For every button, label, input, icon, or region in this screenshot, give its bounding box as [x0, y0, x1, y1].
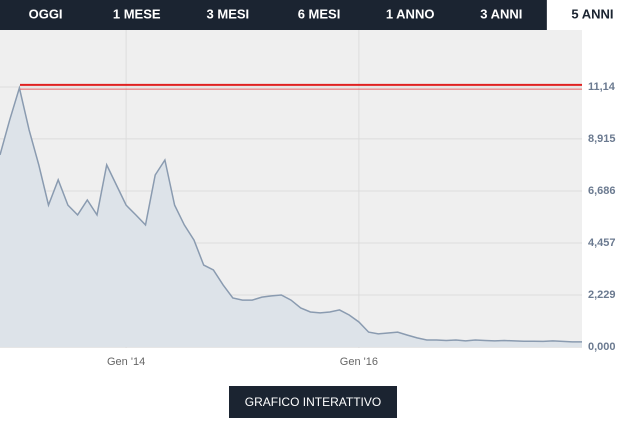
active-tab[interactable] [546, 0, 638, 30]
y-tick-label: 2,229 [588, 289, 616, 301]
tab-label[interactable]: OGGI [29, 6, 63, 21]
y-tick-label: 8,915 [588, 133, 616, 145]
tab-label[interactable]: 1 MESE [113, 6, 161, 21]
tab-label[interactable]: 3 ANNI [480, 6, 522, 21]
tab-label[interactable]: 6 MESI [298, 6, 341, 21]
y-tick-label: 11,14 [588, 81, 616, 93]
price-line [0, 84, 582, 343]
interactive-button[interactable] [229, 386, 397, 418]
tab-bar [0, 0, 638, 30]
x-tick-label: Gen '14 [107, 356, 145, 368]
x-tick-label: Gen '16 [340, 356, 378, 368]
button-label[interactable]: GRAFICO INTERATTIVO [245, 395, 381, 409]
area-fill [0, 87, 582, 348]
tab-label[interactable]: 5 ANNI [571, 6, 613, 21]
tab-label[interactable]: 1 ANNO [386, 6, 435, 21]
y-tick-label: 4,457 [588, 237, 616, 249]
tab-label[interactable]: 3 MESI [207, 6, 250, 21]
y-tick-label: 0,000 [588, 341, 616, 353]
y-tick-label: 6,686 [588, 185, 616, 197]
